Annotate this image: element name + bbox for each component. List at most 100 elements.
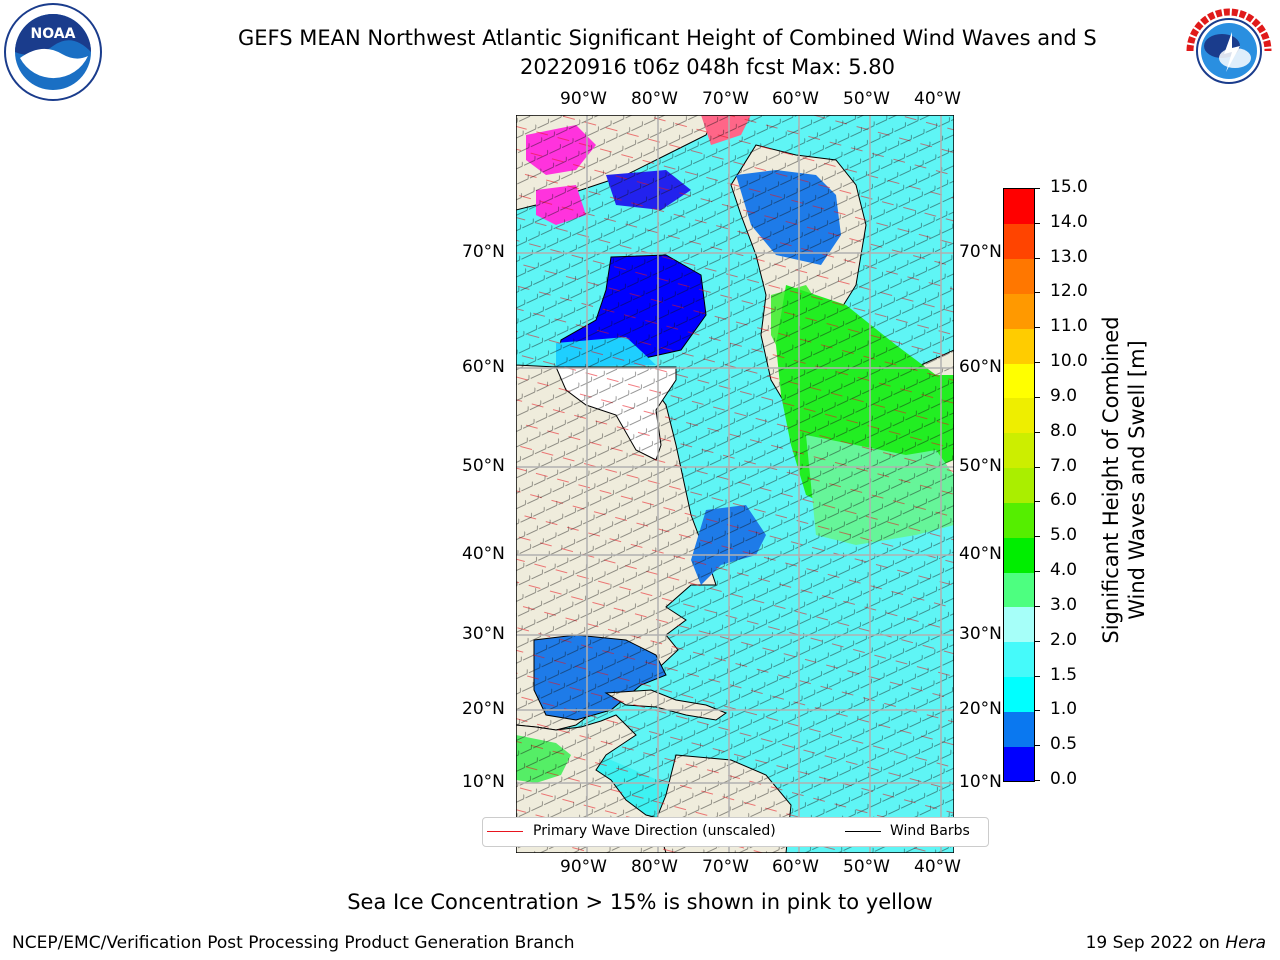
noaa-logo: NOAA — [2, 2, 104, 102]
colorbar-tick-label: 15.0 — [1050, 177, 1088, 197]
credit-left: NCEP/EMC/Verification Post Processing Pr… — [12, 933, 575, 953]
colorbar — [1003, 188, 1035, 782]
colorbar-tick-label: 8.0 — [1050, 420, 1078, 441]
colorbar-segment — [1004, 293, 1034, 329]
colorbar-tick-label: 0.0 — [1050, 769, 1078, 789]
wind-barb-swatch — [845, 831, 881, 832]
lat-label-right: 10°N — [959, 772, 1002, 792]
lat-label-right: 60°N — [959, 357, 1002, 377]
lat-label-right: 20°N — [959, 699, 1002, 719]
colorbar-tick-label: 1.5 — [1050, 664, 1078, 685]
credit-right: 19 Sep 2022 on Hera — [1086, 933, 1266, 953]
wave-direction-label: Primary Wave Direction (unscaled) — [533, 823, 776, 839]
colorbar-tick-mark — [1034, 327, 1040, 329]
colorbar-tick-mark — [1034, 675, 1040, 677]
colorbar-segment — [1004, 258, 1034, 294]
colorbar-tick-label: 10.0 — [1050, 351, 1088, 372]
map-legend: Primary Wave Direction (unscaled) Wind B… — [482, 817, 989, 847]
colorbar-label-line2: Wind Waves and Swell [m] — [1125, 340, 1149, 620]
wave-map — [515, 114, 955, 855]
colorbar-segment — [1004, 711, 1034, 747]
colorbar-segment — [1004, 641, 1034, 678]
colorbar-tick-mark — [1034, 780, 1040, 781]
colorbar-tick-mark — [1034, 222, 1040, 224]
nws-logo — [1180, 2, 1278, 100]
lat-label-right: 50°N — [959, 456, 1002, 476]
colorbar-tick-mark — [1034, 710, 1040, 712]
colorbar-tick-mark — [1034, 745, 1040, 747]
colorbar-segment — [1004, 432, 1034, 469]
noaa-logo-text: NOAA — [31, 26, 76, 42]
lat-label-left: 70°N — [462, 242, 505, 262]
lon-label-top: 60°W — [772, 89, 819, 109]
colorbar-tick-mark — [1034, 431, 1040, 433]
colorbar-segment — [1004, 537, 1034, 573]
colorbar-segment — [1004, 467, 1034, 503]
lat-label-left: 20°N — [462, 699, 505, 719]
colorbar-label: Significant Height of Combined Wind Wave… — [1098, 270, 1158, 690]
lat-label-right: 70°N — [959, 242, 1002, 262]
credit-date: 19 Sep 2022 on — [1085, 933, 1226, 953]
lon-label-top: 80°W — [631, 89, 678, 109]
colorbar-tick-mark — [1034, 257, 1040, 259]
chart-subtitle: 20220916 t06z 048h fcst Max: 5.80 — [520, 55, 895, 79]
lat-label-right: 40°N — [959, 544, 1002, 564]
lon-label-top: 90°W — [560, 89, 607, 109]
colorbar-tick-label: 2.0 — [1050, 629, 1078, 650]
colorbar-tick-label: 7.0 — [1050, 455, 1078, 476]
colorbar-label-line1: Significant Height of Combined — [1099, 316, 1123, 644]
colorbar-segment — [1004, 363, 1034, 399]
lat-label-left: 50°N — [462, 456, 505, 476]
colorbar-tick-label: 14.0 — [1050, 211, 1088, 232]
lat-label-left: 40°N — [462, 544, 505, 564]
colorbar-tick-mark — [1034, 536, 1040, 538]
lon-label-bottom: 70°W — [702, 857, 749, 877]
wave-direction-swatch — [487, 831, 523, 832]
colorbar-segment — [1004, 189, 1034, 225]
lon-label-top: 40°W — [914, 89, 961, 109]
colorbar-tick-mark — [1034, 605, 1040, 607]
colorbar-tick-label: 5.0 — [1050, 525, 1078, 546]
credit-machine: Hera — [1225, 933, 1266, 953]
lon-label-bottom: 80°W — [631, 857, 678, 877]
map-gridlines — [516, 115, 954, 853]
lat-label-right: 30°N — [959, 624, 1002, 644]
colorbar-segment — [1004, 502, 1034, 538]
colorbar-tick-label: 3.0 — [1050, 594, 1078, 615]
lon-label-bottom: 50°W — [843, 857, 890, 877]
lon-label-top: 50°W — [843, 89, 890, 109]
colorbar-ticks: 0.0 0.5 1.0 1.5 2.0 3.0 4.0 5.0 6.0 7.0 8.0 9.0 10.0… — [1034, 177, 1104, 789]
colorbar-tick-label: 13.0 — [1050, 246, 1088, 267]
colorbar-tick-mark — [1034, 362, 1040, 364]
colorbar-segment — [1004, 397, 1034, 434]
lat-label-left: 10°N — [462, 772, 505, 792]
colorbar-tick-mark — [1034, 188, 1040, 189]
colorbar-segment — [1004, 223, 1034, 260]
colorbar-tick-mark — [1034, 292, 1040, 294]
colorbar-segment — [1004, 572, 1034, 608]
lon-label-bottom: 40°W — [914, 857, 961, 877]
colorbar-tick-label: 4.0 — [1050, 560, 1078, 581]
colorbar-tick-mark — [1034, 640, 1040, 642]
lat-label-left: 30°N — [462, 624, 505, 644]
colorbar-tick-mark — [1034, 466, 1040, 468]
lat-label-left: 60°N — [462, 357, 505, 377]
colorbar-tick-mark — [1034, 396, 1040, 398]
colorbar-tick-label: 1.0 — [1050, 699, 1078, 720]
sea-ice-note: Sea Ice Concentration > 15% is shown in … — [347, 890, 933, 914]
colorbar-segment — [1004, 746, 1034, 782]
colorbar-segment — [1004, 676, 1034, 712]
colorbar-segment — [1004, 328, 1034, 364]
lon-label-top: 70°W — [702, 89, 749, 109]
colorbar-tick-mark — [1034, 571, 1040, 573]
wind-barb-label: Wind Barbs — [890, 823, 970, 839]
colorbar-tick-label: 6.0 — [1050, 490, 1078, 511]
colorbar-tick-label: 12.0 — [1050, 281, 1088, 302]
colorbar-segment — [1004, 606, 1034, 643]
map-canvas — [515, 114, 955, 855]
chart-title: GEFS MEAN Northwest Atlantic Significant… — [238, 26, 1097, 50]
colorbar-tick-mark — [1034, 501, 1040, 503]
colorbar-tick-label: 9.0 — [1050, 385, 1078, 406]
colorbar-tick-label: 11.0 — [1050, 316, 1088, 337]
colorbar-tick-label: 0.5 — [1050, 734, 1078, 755]
